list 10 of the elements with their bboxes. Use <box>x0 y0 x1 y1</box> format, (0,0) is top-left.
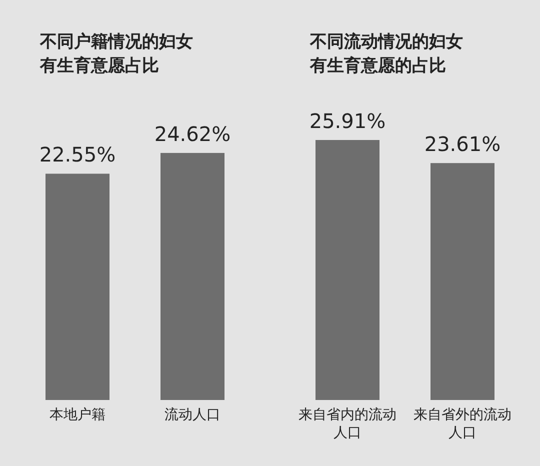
x-tick-label: 来自省外的流动人口 <box>412 406 512 442</box>
x-tick-label: 流动人口 <box>164 406 222 424</box>
data-label: 24.62% <box>154 122 231 146</box>
data-label: 25.91% <box>309 109 386 133</box>
data-label: 22.55% <box>39 142 116 167</box>
x-tick-label: 本地户籍 <box>48 406 106 424</box>
chart-title: 不同流动情况的妇女有生育意愿的占比 <box>310 31 464 78</box>
x-tick-label: 来自省内的流动人口 <box>298 406 398 442</box>
chart-title: 不同户籍情况的妇女有生育意愿占比 <box>40 31 194 78</box>
data-label: 23.61% <box>424 132 501 156</box>
